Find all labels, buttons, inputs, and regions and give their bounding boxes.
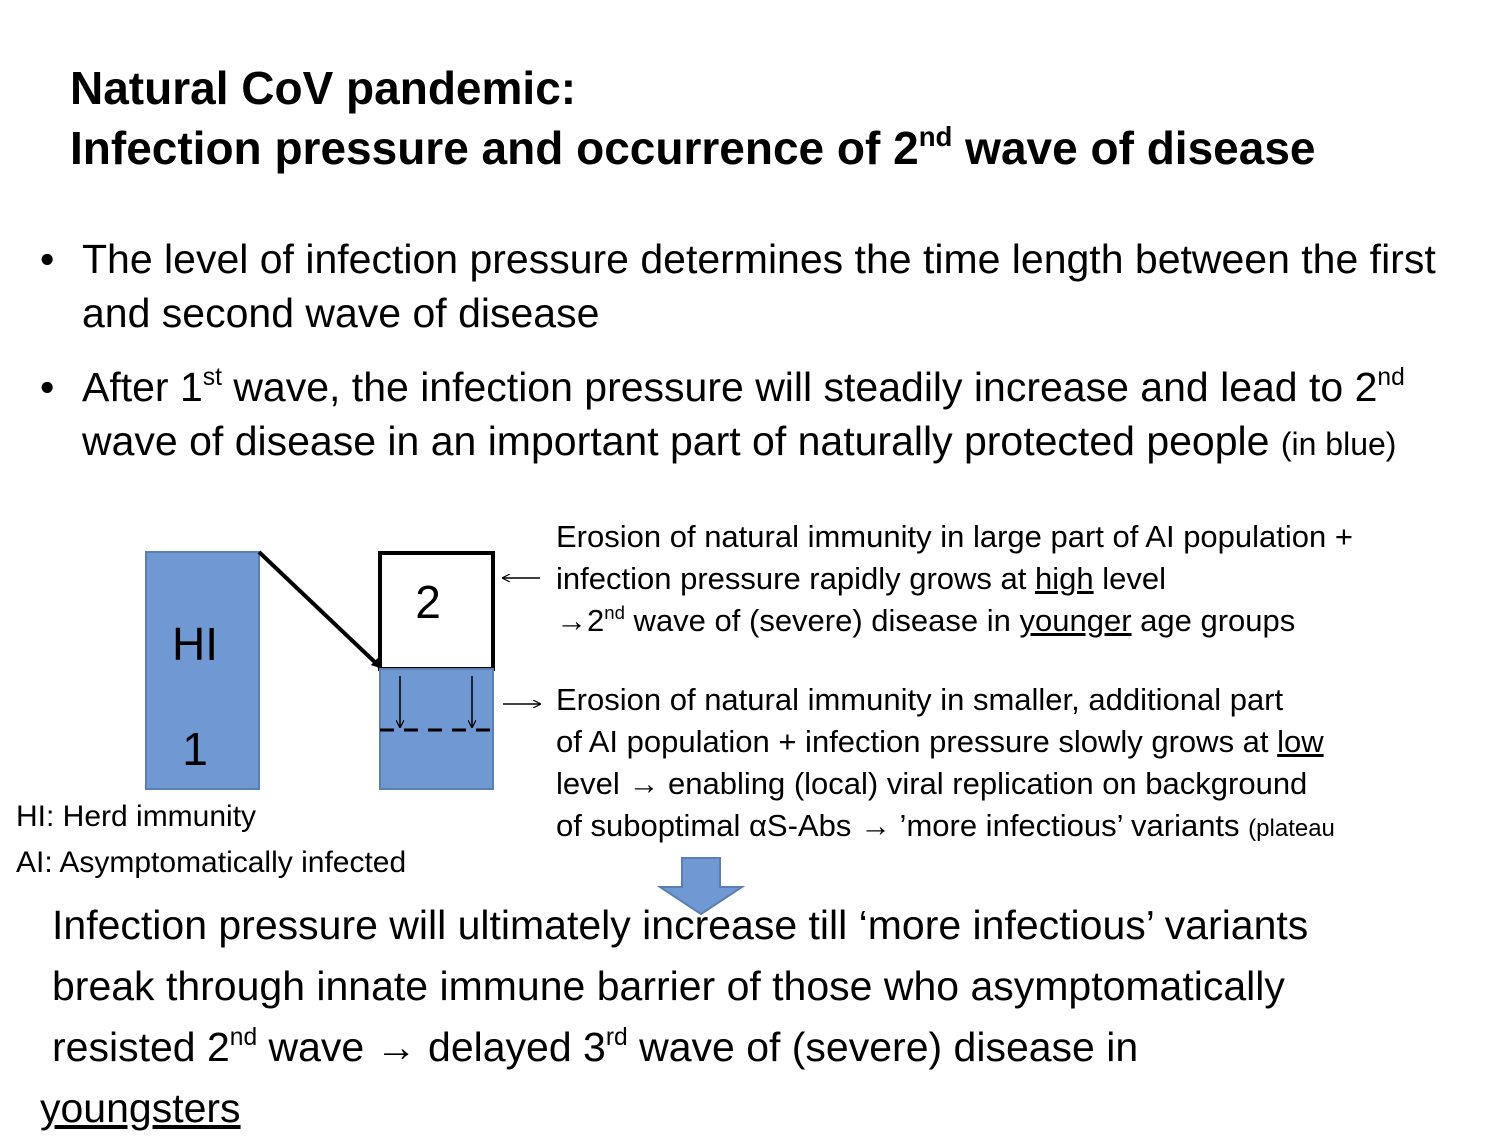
big-down-arrow-icon: [656, 857, 746, 916]
conclusion-text: Infection pressure will ultimately incre…: [40, 902, 1309, 1131]
title-line-1: Natural CoV pandemic:: [70, 62, 577, 114]
annotation-bottom: Erosion of natural immunity in smaller, …: [556, 682, 1335, 843]
right-arrow-icon: →: [556, 603, 587, 638]
slide-title: Natural CoV pandemic: Infection pressure…: [70, 58, 1316, 178]
bullet-dot-icon: •: [40, 236, 55, 282]
bar1-label-1: 1: [182, 723, 208, 775]
bar2-label-2: 2: [415, 576, 441, 628]
bullet-list: • The level of infection pressure determ…: [40, 232, 1480, 491]
legend-hi: HI: Herd immunity: [16, 800, 257, 833]
bar1-label-hi: HI: [172, 618, 218, 670]
bullet-dot-icon: •: [40, 364, 55, 410]
annotation-top: Erosion of natural immunity in large par…: [556, 519, 1353, 638]
diagonal-arrow-icon: [257, 550, 382, 669]
title-line-2: Infection pressure and occurrence of 2nd…: [70, 121, 1316, 174]
herd-immunity-bar: [145, 551, 260, 790]
bullet-item-2: • After 1st wave, the infection pressure…: [40, 360, 1480, 471]
bullet-item-1: • The level of infection pressure determ…: [40, 232, 1480, 340]
legend-ai: AI: Asymptomatically infected: [16, 846, 407, 879]
